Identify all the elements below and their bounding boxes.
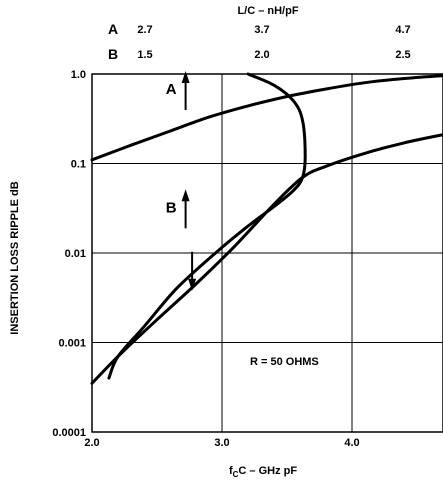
data-curves xyxy=(90,72,443,385)
series-line-1 xyxy=(90,74,443,162)
grid-lines xyxy=(91,73,443,433)
curve-label-a: A xyxy=(166,81,177,98)
top-scale-tick: 2.5 xyxy=(395,49,410,61)
top-scale-tick: 1.5 xyxy=(137,49,152,61)
top-scale-tick: 3.7 xyxy=(254,24,269,36)
y-tick-label: 0.1 xyxy=(71,159,86,171)
x-axis-label-main: f xyxy=(229,465,233,477)
arrow-head-down xyxy=(188,278,197,291)
top-scale-tick: 2.7 xyxy=(137,24,152,36)
curve-label-b: B xyxy=(166,199,177,216)
top-axis-scales: A 2.7 3.7 4.7 B 1.5 2.0 2.5 xyxy=(108,21,411,62)
arrow-head-up xyxy=(181,189,190,202)
x-tick-label: 3.0 xyxy=(214,437,229,449)
y-tick-label: 0.0001 xyxy=(52,427,86,439)
top-scale-tick: 2.0 xyxy=(254,49,269,61)
series-line-3 xyxy=(107,72,307,380)
annotation-r-50-ohms: R = 50 OHMS xyxy=(250,356,319,368)
y-tick-label: 1.0 xyxy=(71,69,86,81)
x-axis-label: fCC – GHz pF xyxy=(229,465,297,479)
x-tick-label: 2.0 xyxy=(84,437,99,449)
series-line-2 xyxy=(90,133,443,385)
annotation-background xyxy=(248,350,348,370)
x-axis-label-rest: C – GHz pF xyxy=(238,465,297,477)
y-tick-labels: 1.0 0.1 0.01 0.001 0.0001 xyxy=(52,69,86,439)
top-scale-label: A xyxy=(108,21,118,37)
y-tick-label: 0.01 xyxy=(65,248,86,260)
curve-markers: AB xyxy=(166,70,197,291)
y-axis-label: INSERTION LOSS RIPPLE dB xyxy=(9,181,21,334)
y-tick-label: 0.001 xyxy=(58,338,86,350)
top-scale-label: B xyxy=(108,46,118,62)
x-tick-label: 4.0 xyxy=(344,437,359,449)
x-tick-labels: 2.0 3.0 4.0 xyxy=(84,437,359,449)
plot-frame xyxy=(91,73,443,433)
top-scale-tick: 4.7 xyxy=(395,24,410,36)
top-axis-title: L/C – nH/pF xyxy=(237,5,298,17)
x-axis-label-sub: C xyxy=(233,470,239,479)
arrow-head-up xyxy=(181,70,190,83)
